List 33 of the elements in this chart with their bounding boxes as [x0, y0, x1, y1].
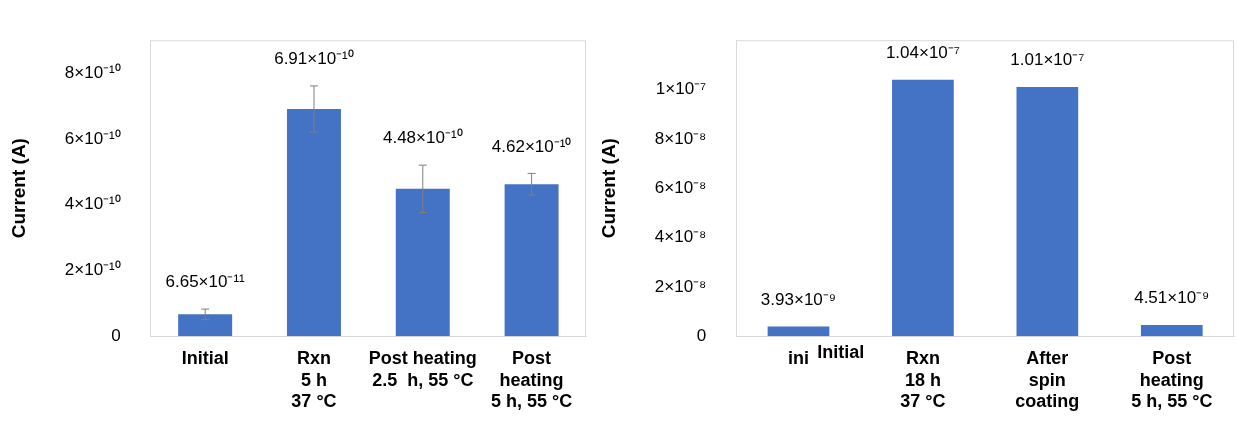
bar	[892, 79, 954, 337]
bar	[1016, 87, 1079, 337]
x-tick-label: Post heating 5 h, 55 °C	[490, 347, 573, 412]
y-tick-label: 8×10⁻¹⁰	[64, 62, 121, 82]
data-label: 6.65×10⁻¹¹	[165, 272, 246, 292]
y-tick-label: 6×10⁻⁸	[654, 177, 707, 197]
y-axis-title: Current (A)	[7, 138, 29, 239]
y-axis-title: Current (A)	[597, 138, 619, 239]
data-label: 4.51×10⁻⁹	[1134, 288, 1210, 308]
y-tick-label: 6×10⁻¹⁰	[64, 128, 121, 148]
y-tick-label: 1×10⁻⁷	[655, 79, 707, 99]
y-tick-label: 4×10⁻¹⁰	[64, 194, 121, 214]
x-tick-label: Post heating 2.5 h, 55 °C	[368, 347, 477, 390]
y-tick-label: 2×10⁻⁸	[654, 276, 707, 296]
data-label: 1.04×10⁻⁷	[885, 42, 960, 62]
data-label: 4.62×10⁻¹⁰	[491, 136, 572, 156]
y-tick-label: 8×10⁻⁸	[654, 128, 707, 148]
bar	[1140, 325, 1203, 337]
x-tick-label: Rxn 5 h 37 °C	[291, 347, 337, 412]
data-label: 1.01×10⁻⁷	[1010, 50, 1085, 70]
data-label: 4.48×10⁻¹⁰	[382, 128, 463, 148]
x-tick-label: After spin coating	[1015, 347, 1080, 412]
data-label: 6.91×10⁻¹⁰	[274, 49, 354, 69]
y-tick-label: 2×10⁻¹⁰	[64, 260, 121, 280]
y-tick-label: 0	[111, 325, 121, 345]
y-tick-label: 0	[696, 325, 707, 345]
bar	[767, 326, 830, 337]
data-label: 3.93×10⁻⁹	[760, 289, 837, 309]
x-tick-label: Rxn 18 h 37 °C	[900, 347, 946, 412]
x-tick-label: ini	[787, 347, 809, 368]
x-tick-label: Post heating 5 h, 55 °C	[1131, 347, 1213, 412]
x-tick-label: Initial	[181, 347, 229, 368]
y-tick-label: 4×10⁻⁸	[654, 227, 707, 247]
